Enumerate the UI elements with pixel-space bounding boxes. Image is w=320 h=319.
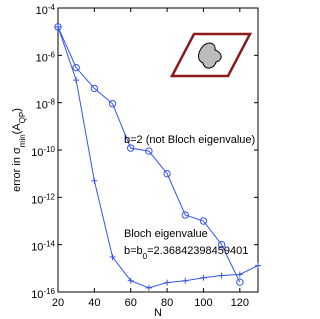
data-point xyxy=(236,278,244,286)
series-label: b=2 (not Bloch eigenvalue) xyxy=(124,134,255,146)
data-point xyxy=(54,23,62,31)
y-tick-label: 10-16 xyxy=(31,287,55,302)
data-point xyxy=(163,169,171,178)
x-tick-label: 80 xyxy=(161,297,173,309)
data-point xyxy=(127,277,134,284)
data-point xyxy=(182,277,189,284)
data-point xyxy=(109,254,116,261)
data-point xyxy=(218,272,225,279)
annotation: b=b0=2.36842398459401 xyxy=(124,245,248,261)
inset-icon xyxy=(169,32,253,78)
data-point xyxy=(72,64,80,72)
data-point xyxy=(255,262,261,269)
data-point xyxy=(55,23,61,30)
data-point xyxy=(127,144,135,152)
data-point xyxy=(91,177,98,184)
series-line xyxy=(57,26,259,289)
y-tick-label: 10-10 xyxy=(31,145,55,160)
series-label: Bloch eigenvalue xyxy=(124,228,208,240)
y-tick-label: 10-8 xyxy=(36,97,56,112)
data-point xyxy=(108,100,117,108)
x-tick-label: 60 xyxy=(125,297,137,309)
y-tick-label: 10-6 xyxy=(36,50,56,64)
data-point xyxy=(236,271,243,278)
data-point xyxy=(199,217,208,225)
data-point xyxy=(217,240,226,249)
y-tick-label: 10-14 xyxy=(31,239,55,254)
data-point xyxy=(181,211,189,219)
y-axis-label: error in σmin(AQP) xyxy=(11,108,27,192)
x-tick-label: 40 xyxy=(88,297,100,309)
y-tick-label: 10-4 xyxy=(36,3,56,18)
x-tick-label: 120 xyxy=(231,297,249,309)
y-tick-label: 10-12 xyxy=(31,192,55,207)
x-tick-label: 100 xyxy=(194,297,212,309)
data-point xyxy=(145,284,152,291)
x-tick-label: 20 xyxy=(52,297,64,309)
series-line xyxy=(57,26,241,283)
data-point xyxy=(200,274,207,281)
chart: 20 40 60 80 100 120 10-16 10-14 10-12 10-10 10-8 10… xyxy=(11,3,261,319)
x-axis-label: N xyxy=(154,307,162,319)
data-point xyxy=(164,279,171,286)
data-point xyxy=(90,84,99,93)
data-point xyxy=(73,77,80,84)
data-point xyxy=(145,147,153,155)
